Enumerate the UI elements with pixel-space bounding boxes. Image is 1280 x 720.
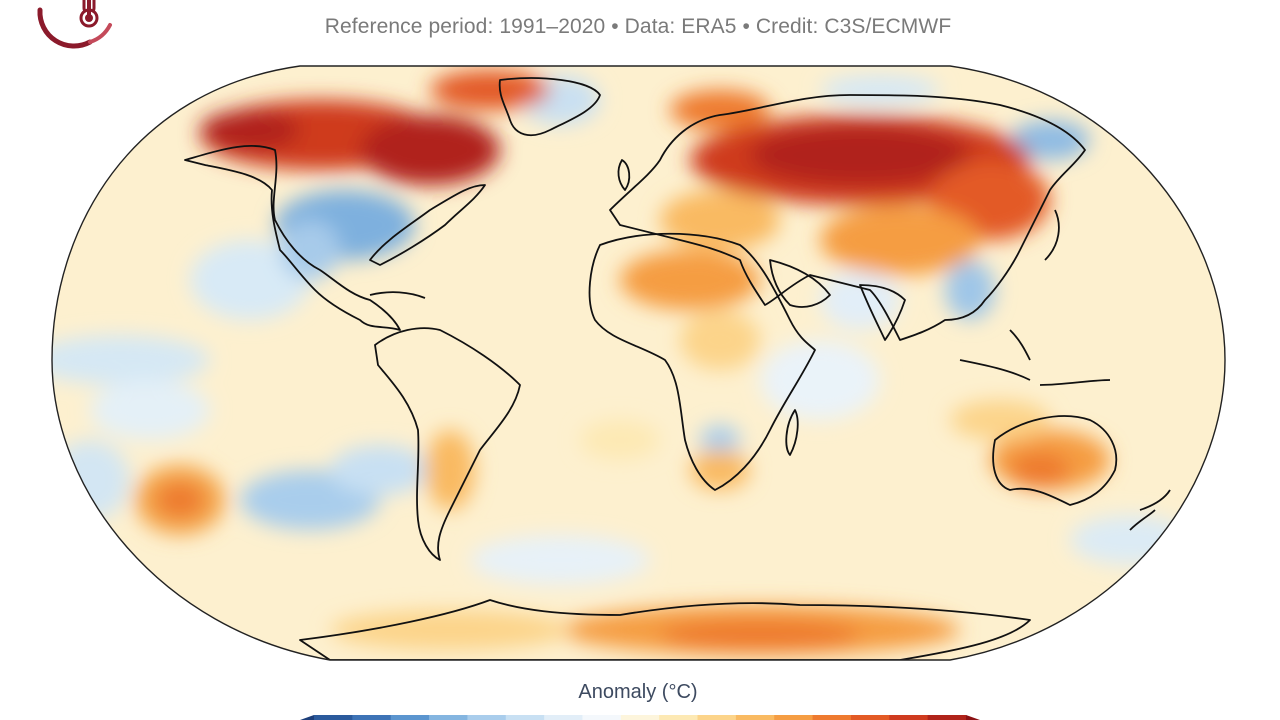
new-zealand-outline <box>1129 489 1171 531</box>
colorbar-arrow-low <box>300 715 314 720</box>
legend-title: Anomaly (°C) <box>578 681 698 703</box>
australia-outline <box>992 415 1118 506</box>
caribbean-outline <box>369 291 426 299</box>
colorbar-segment <box>620 715 660 720</box>
colorbar-segment <box>889 715 929 720</box>
colorbar-segment <box>735 715 775 720</box>
north-america-outline <box>184 144 486 331</box>
anomaly-colorbar <box>300 715 980 720</box>
uk-outline <box>617 159 631 191</box>
colorbar-segment <box>390 715 430 720</box>
colorbar-segment <box>774 715 814 720</box>
colorbar-segment <box>659 715 699 720</box>
colorbar-arrow-high <box>966 715 980 720</box>
coastlines <box>184 77 1171 660</box>
colorbar-segment <box>582 715 622 720</box>
anomaly-blobs <box>52 70 1190 655</box>
eurasia-outline <box>609 94 1086 341</box>
colorbar-segment <box>505 715 545 720</box>
colorbar-segment <box>927 715 967 720</box>
globe-outline <box>51 65 1226 661</box>
colorbar-segment <box>544 715 583 720</box>
japan-outline <box>1044 209 1060 261</box>
chart-subtitle: Reference period: 1991–2020 • Data: ERA5… <box>324 15 952 38</box>
south-america-outline <box>374 327 521 561</box>
colorbar-segment <box>812 715 852 720</box>
arabia-outline <box>769 259 831 308</box>
africa-outline <box>588 232 816 491</box>
antarctica-outline <box>299 599 1031 660</box>
greenland-outline <box>498 77 601 137</box>
indonesia-outline <box>959 329 1111 386</box>
colorbar-segment <box>467 715 507 720</box>
colorbar-segment <box>314 715 353 720</box>
colorbar-segment <box>850 715 890 720</box>
madagascar-outline <box>785 409 799 456</box>
india-outline <box>859 284 906 341</box>
colorbar-segment <box>697 715 737 720</box>
thermometer-logo-icon <box>37 0 112 49</box>
colorbar-segment <box>429 715 468 720</box>
colorbar-segment <box>352 715 392 720</box>
